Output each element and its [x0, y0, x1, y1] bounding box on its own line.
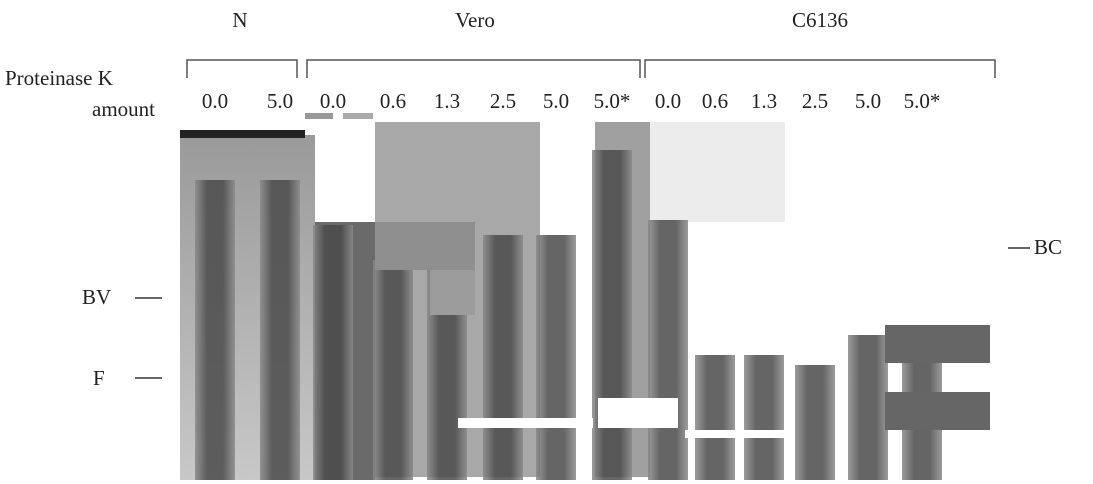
gel-lane [848, 335, 888, 480]
gel-patch [598, 398, 678, 428]
lane-label: 1.3 [751, 89, 777, 113]
gel-lane [795, 365, 835, 480]
gel-lane [373, 260, 413, 480]
gel-patch [458, 418, 593, 428]
gel-patch [375, 222, 475, 270]
group-label: C6136 [792, 8, 848, 32]
lane-label: 0.6 [380, 89, 406, 113]
group-label: Vero [455, 8, 495, 32]
gel-lane [483, 235, 523, 480]
gel-lane [313, 225, 353, 480]
lane-label: 0.0 [655, 89, 681, 113]
row-label: amount [92, 97, 155, 121]
lane-label: 0.0 [202, 89, 228, 113]
gel-lane [592, 150, 632, 480]
gel-lane [536, 235, 576, 480]
group-brackets [186, 59, 996, 78]
gel-image [180, 113, 990, 480]
lane-label: 5.0 [543, 89, 569, 113]
group-label: N [232, 8, 247, 32]
gel-lane [648, 220, 688, 480]
gel-patch [685, 430, 785, 438]
lane-label: 0.6 [702, 89, 728, 113]
gel-lane [744, 355, 784, 480]
row-label: Proteinase K [5, 66, 113, 90]
gel-patch [430, 270, 475, 315]
marker-label: BV [82, 285, 111, 309]
marker-label: BC [1034, 235, 1062, 259]
lane-label: 2.5 [490, 89, 516, 113]
lane-label: 0.0 [320, 89, 346, 113]
gel-lane [260, 180, 300, 480]
gel-patch [885, 392, 990, 430]
lane-label: 2.5 [802, 89, 828, 113]
lane-label: 5.0 [855, 89, 881, 113]
lane-label: 1.3 [434, 89, 460, 113]
lane-label: 5.0* [594, 89, 631, 113]
gel-patch [885, 325, 990, 363]
marker-label: F [93, 366, 105, 390]
gel-lane [195, 180, 235, 480]
gel-lane [695, 355, 735, 480]
lane-label: 5.0 [267, 89, 293, 113]
lane-label: 5.0* [904, 89, 941, 113]
